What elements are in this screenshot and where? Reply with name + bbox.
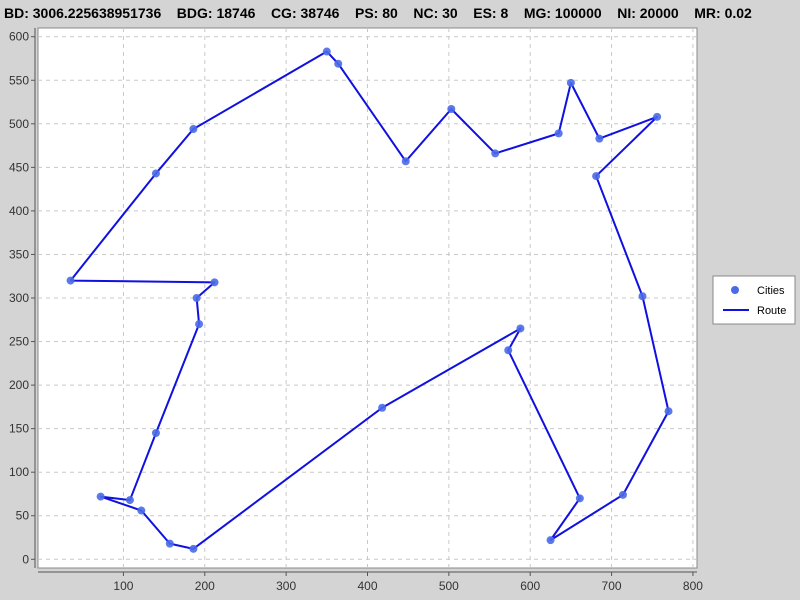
city-point (137, 506, 146, 515)
legend-route-label: Route (757, 305, 786, 317)
city-point (504, 346, 513, 355)
city-point (165, 539, 174, 548)
y-tick-label: 0 (22, 552, 29, 566)
city-point (653, 112, 662, 121)
chart-title: BD: 3006.225638951736 BDG: 18746 CG: 387… (4, 5, 752, 21)
city-point (566, 78, 575, 87)
grid-lines (38, 28, 697, 568)
x-tick-label: 600 (520, 579, 540, 593)
x-tick-label: 300 (276, 579, 296, 593)
city-point (595, 134, 604, 143)
city-point (210, 278, 219, 287)
city-point (546, 536, 555, 545)
city-point (125, 496, 134, 505)
city-point (378, 403, 387, 412)
x-tick-label: 200 (195, 579, 215, 593)
y-tick-label: 500 (9, 117, 29, 131)
city-point (592, 172, 601, 181)
legend-cities-marker (731, 286, 739, 294)
x-tick-label: 800 (683, 579, 703, 593)
city-point (575, 494, 584, 503)
city-point (516, 324, 525, 333)
city-point (66, 276, 75, 285)
city-point (554, 129, 563, 138)
axes: 100 200 300 400 500 600 700 800 0 50 100 150 200 250 3… (9, 28, 703, 593)
cities-layer (66, 47, 673, 553)
x-tick-label: 400 (357, 579, 377, 593)
x-tick-label: 700 (602, 579, 622, 593)
y-tick-label: 200 (9, 378, 29, 392)
city-point (192, 294, 201, 302)
y-tick-label: 100 (9, 465, 29, 479)
x-tick-label: 100 (113, 579, 133, 593)
city-point (151, 169, 160, 178)
legend: Cities Route (712, 275, 796, 325)
city-point (96, 492, 105, 501)
city-point (151, 429, 160, 437)
city-point (447, 105, 456, 113)
y-tick-label: 550 (9, 73, 29, 87)
y-tick-label: 350 (9, 247, 29, 261)
city-point (664, 407, 673, 416)
x-tick-label: 500 (439, 579, 459, 593)
y-tick-label: 300 (9, 291, 29, 305)
city-point (195, 320, 204, 329)
y-tick-label: 450 (9, 160, 29, 174)
city-point (491, 149, 500, 158)
city-point (401, 157, 410, 166)
city-point (189, 544, 198, 553)
legend-cities-label: Cities (757, 285, 785, 297)
city-point (189, 125, 198, 134)
city-point (638, 292, 647, 301)
city-point (334, 59, 343, 68)
city-point (322, 47, 331, 56)
y-tick-label: 600 (9, 30, 29, 44)
legend-box (712, 275, 796, 325)
y-tick-label: 400 (9, 204, 29, 218)
y-tick-label: 50 (16, 509, 30, 523)
y-tick-label: 150 (9, 422, 29, 436)
y-tick-label: 250 (9, 335, 29, 349)
city-point (618, 490, 627, 499)
